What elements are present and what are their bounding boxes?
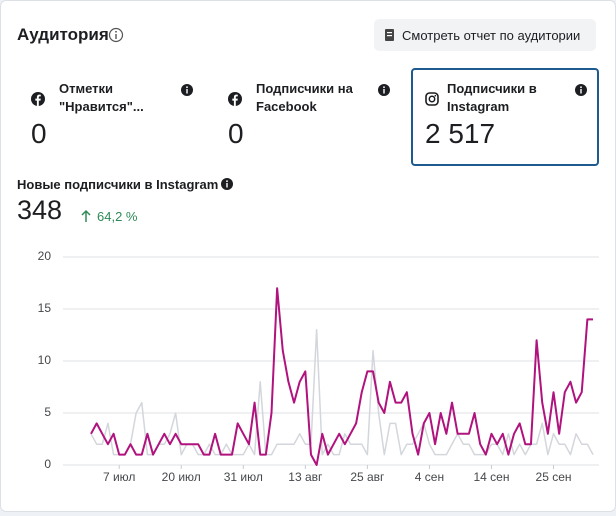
x-tick-label: 31 июл [224,470,263,484]
metric-value: 0 [228,118,244,149]
x-tick-label: 4 сен [415,470,444,484]
facebook-icon [31,92,45,106]
series-line [90,287,593,466]
section-title: Аудитория [17,25,109,44]
y-tick-label: 0 [44,457,51,471]
metric-card-selected[interactable]: Подписчики в Instagram 2 517 [411,68,599,166]
y-tick-label: 20 [38,249,52,263]
info-icon [108,27,124,43]
metric-card[interactable]: Отметки "Нравится"... 0 [17,68,205,166]
x-tick-label: 20 июл [162,470,201,484]
button-label: Смотреть отчет по аудитории [402,27,581,43]
x-tick-label: 25 сен [536,470,572,484]
x-tick-label: 14 сен [473,470,509,484]
metric-value: 0 [31,118,47,149]
metric-card[interactable]: Подписчики на Facebook 0 [214,68,402,166]
metric-label: Подписчики в Instagram [447,81,537,114]
instagram-icon [425,92,439,106]
y-tick-label: 15 [38,301,52,315]
info-icon [378,84,390,96]
x-tick-label: 13 авг [288,470,323,484]
total-value: 348 [17,195,63,225]
x-tick-label: 7 июл [103,470,135,484]
change-value: 64,2 % [97,209,138,224]
series-line [90,329,594,456]
info-icon [575,84,587,96]
x-tick-label: 25 авг [350,470,385,484]
info-icon [181,84,193,96]
metric-label: Отметки "Нравится"... [59,81,144,114]
up-arrow [81,209,91,222]
report-icon [385,29,394,41]
metric-value: 2 517 [425,118,496,149]
facebook-icon [228,92,242,106]
y-tick-label: 10 [38,353,52,367]
y-tick-label: 5 [44,405,51,419]
info-icon [221,178,233,190]
report-button[interactable]: Смотреть отчет по аудитории [374,19,596,51]
metric-label: Подписчики на Facebook [256,81,353,114]
chart-title: Новые подписчики в Instagram [17,177,219,192]
